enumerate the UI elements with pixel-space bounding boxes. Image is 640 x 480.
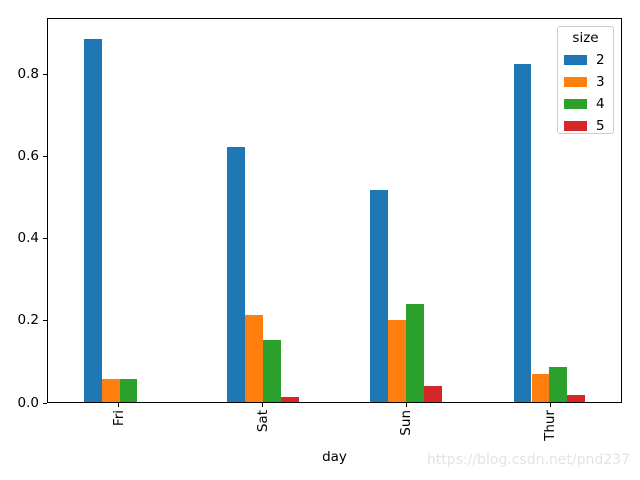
legend-label: 2 — [596, 52, 605, 68]
bar-Fri-size-2 — [83, 38, 102, 402]
plot-area: size 2 3 4 5 — [47, 18, 622, 403]
x-tick-label-Thur: Thur — [542, 410, 559, 441]
x-tick-mark-Thur — [549, 403, 551, 407]
bar-Sat-size-4 — [262, 339, 281, 402]
bars-layer — [48, 19, 621, 402]
bar-Fri-size-3 — [101, 379, 120, 402]
bar-Sat-size-3 — [245, 315, 263, 402]
legend: size 2 3 4 5 — [557, 26, 614, 134]
bar-Sun-size-2 — [370, 189, 389, 402]
y-tick-mark-0.8 — [43, 74, 47, 75]
x-tick-mark-Sun — [405, 403, 407, 407]
bar-Thur-size-2 — [513, 63, 532, 402]
bar-Sun-size-3 — [388, 320, 407, 402]
bar-Thur-size-4 — [549, 366, 568, 402]
x-tick-mark-Fri — [118, 403, 120, 407]
bar-Sat-size-2 — [227, 147, 245, 402]
x-tick-label-Sun: Sun — [398, 410, 415, 436]
legend-item-3: 3 — [564, 71, 607, 93]
x-tick-mark-Sat — [262, 403, 264, 407]
legend-swatch-icon — [564, 55, 587, 65]
x-tick-label-Fri: Fri — [110, 410, 127, 427]
bar-Sun-size-5 — [424, 385, 442, 402]
y-tick-mark-0.0 — [43, 402, 47, 404]
legend-items: 2 3 4 5 — [564, 49, 607, 137]
y-tick-label-0.0: 0.0 — [17, 394, 39, 411]
bar-Fri-size-4 — [119, 379, 138, 402]
bar-Thur-size-3 — [531, 373, 550, 402]
y-tick-label-0.8: 0.8 — [17, 66, 39, 82]
y-tick-mark-0.4 — [43, 238, 47, 240]
bar-Thur-size-5 — [567, 395, 586, 402]
legend-title: size — [572, 30, 599, 46]
y-tick-label-0.2: 0.2 — [17, 312, 39, 329]
legend-label: 3 — [596, 74, 605, 90]
bar-Sat-size-5 — [280, 397, 299, 402]
watermark: https://blog.csdn.net/pnd237 — [426, 452, 630, 468]
y-tick-mark-0.2 — [43, 320, 47, 322]
legend-swatch-icon — [564, 77, 587, 87]
x-tick-label-Sat: Sat — [254, 410, 271, 433]
legend-label: 5 — [596, 118, 605, 134]
legend-label: 4 — [596, 96, 605, 112]
legend-swatch-icon — [564, 121, 587, 131]
y-tick-mark-0.6 — [43, 156, 47, 158]
legend-swatch-icon — [564, 99, 587, 109]
x-axis-label: day — [322, 449, 347, 465]
legend-item-5: 5 — [564, 115, 607, 137]
y-tick-label-0.4: 0.4 — [17, 230, 39, 247]
bar-Sun-size-4 — [406, 304, 424, 402]
y-tick-label-0.6: 0.6 — [17, 148, 39, 165]
legend-item-4: 4 — [564, 93, 607, 115]
legend-item-2: 2 — [564, 49, 607, 71]
